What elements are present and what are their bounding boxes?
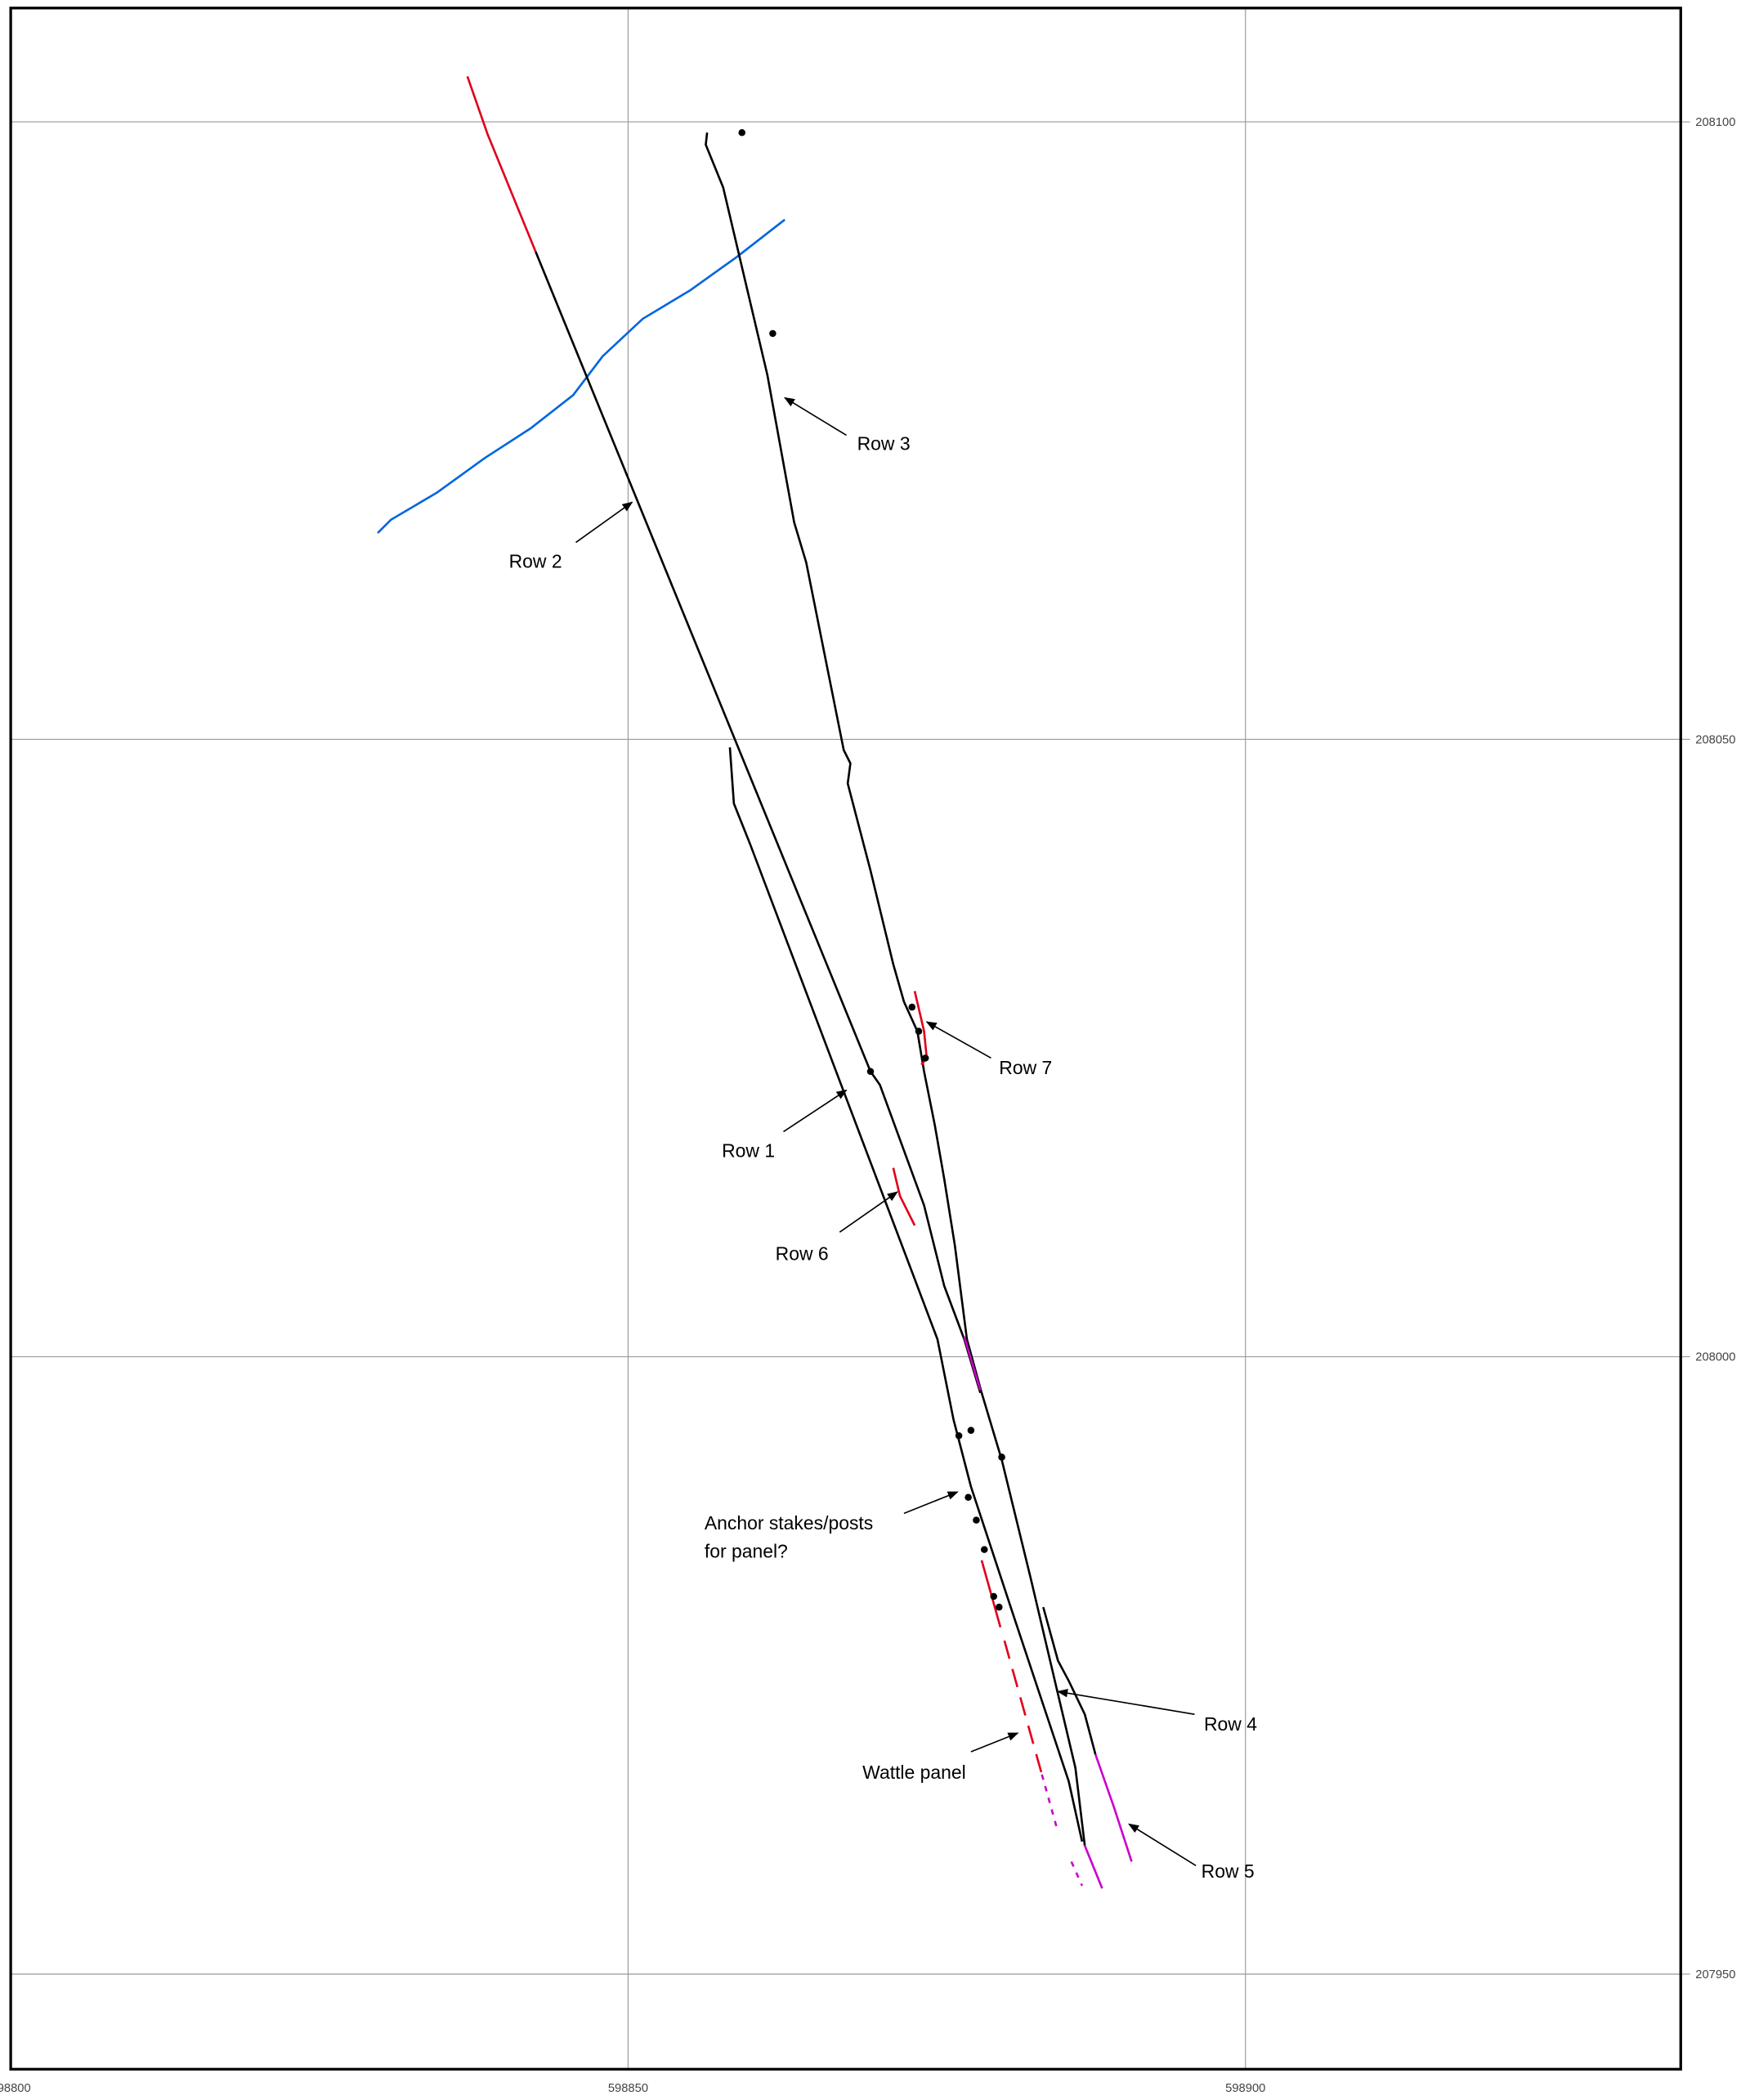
arrows bbox=[575, 396, 1197, 1866]
label: Wattle panel bbox=[862, 1762, 966, 1783]
y-label: 207950 bbox=[1695, 1968, 1735, 1981]
label: Row 2 bbox=[509, 551, 562, 572]
label: Row 6 bbox=[776, 1243, 829, 1265]
label: Anchor stakes/posts bbox=[705, 1512, 873, 1534]
posts bbox=[738, 128, 1005, 1611]
y-label: 208100 bbox=[1695, 116, 1735, 129]
label: Row 7 bbox=[999, 1057, 1052, 1078]
x-label: 598900 bbox=[1225, 2082, 1265, 2095]
label: for panel? bbox=[705, 1540, 788, 1561]
x-label: 598800 bbox=[0, 2082, 31, 2095]
grid-lines bbox=[11, 7, 1690, 2070]
x-label: 598850 bbox=[608, 2082, 648, 2095]
y-label: 208000 bbox=[1695, 1351, 1735, 1364]
label: Row 3 bbox=[857, 433, 911, 454]
label: Row 5 bbox=[1202, 1860, 1255, 1882]
y-label: 208050 bbox=[1695, 733, 1735, 746]
label: Row 4 bbox=[1204, 1713, 1257, 1735]
frame bbox=[9, 7, 1682, 2071]
label: Row 1 bbox=[722, 1140, 775, 1162]
